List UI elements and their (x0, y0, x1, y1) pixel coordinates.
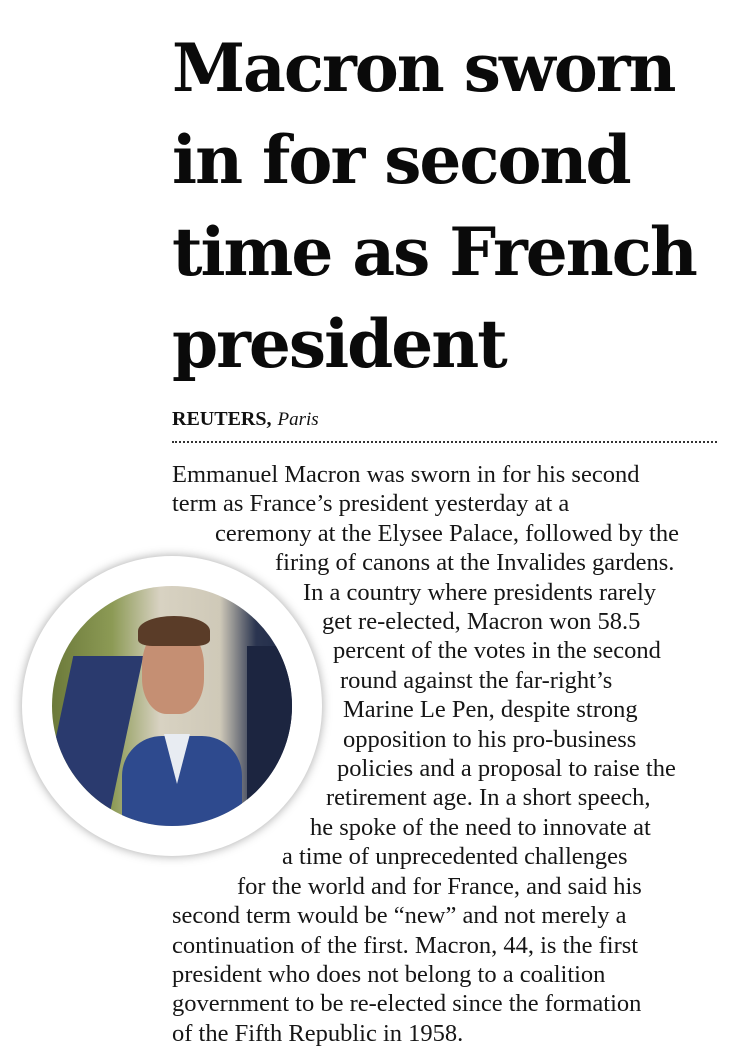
body-line: president who does not belong to a coali… (172, 960, 606, 988)
body-line: Emmanuel Macron was sworn in for his sec… (172, 461, 640, 488)
body-line: In a country where presidents rarely (303, 578, 657, 606)
headline: Macron sworn in for second time as Frenc… (172, 22, 698, 390)
body-line: a time of unprecedented challenges (282, 843, 628, 871)
body-line: opposition to his pro-business (343, 725, 637, 753)
headline-line: in for second (172, 121, 632, 199)
body-line: for the world and for France, and said h… (237, 872, 642, 900)
body-line: government to be re-elected since the fo… (172, 990, 642, 1018)
body-line: round against the far-right’s (340, 666, 613, 694)
body-line: Marine Le Pen, despite strong (343, 696, 638, 724)
body-line: of the Fifth Republic in 1958. (172, 1019, 464, 1047)
body-line: ceremony at the Elysee Palace, followed … (215, 519, 679, 547)
body-line: term as France’s president yesterday at … (172, 490, 570, 518)
hair-shape (138, 616, 210, 646)
article-body: Emmanuel Macron was sworn in for his sec… (0, 460, 729, 1048)
dotted-divider (172, 441, 717, 443)
body-line: percent of the votes in the second (333, 637, 661, 665)
byline: REUTERS, Paris (172, 408, 319, 431)
body-line: firing of canons at the Invalides garden… (275, 549, 675, 577)
body-line: policies and a proposal to raise the (337, 755, 676, 783)
headline-line: Macron sworn (172, 29, 677, 107)
body-line: retirement age. In a short speech, (326, 784, 651, 812)
guard-shape (247, 646, 292, 826)
headline-line: president (172, 305, 508, 383)
byline-agency: REUTERS, (172, 408, 272, 430)
body-line: second term would be “new” and not merel… (172, 902, 627, 930)
byline-location: Paris (277, 409, 319, 430)
portrait-photo (52, 586, 292, 826)
body-line: he spoke of the need to innovate at (310, 813, 651, 841)
headline-line: time as French (172, 213, 698, 291)
body-line: continuation of the first. Macron, 44, i… (172, 931, 639, 959)
body-line: get re-elected, Macron won 58.5 (322, 608, 641, 636)
